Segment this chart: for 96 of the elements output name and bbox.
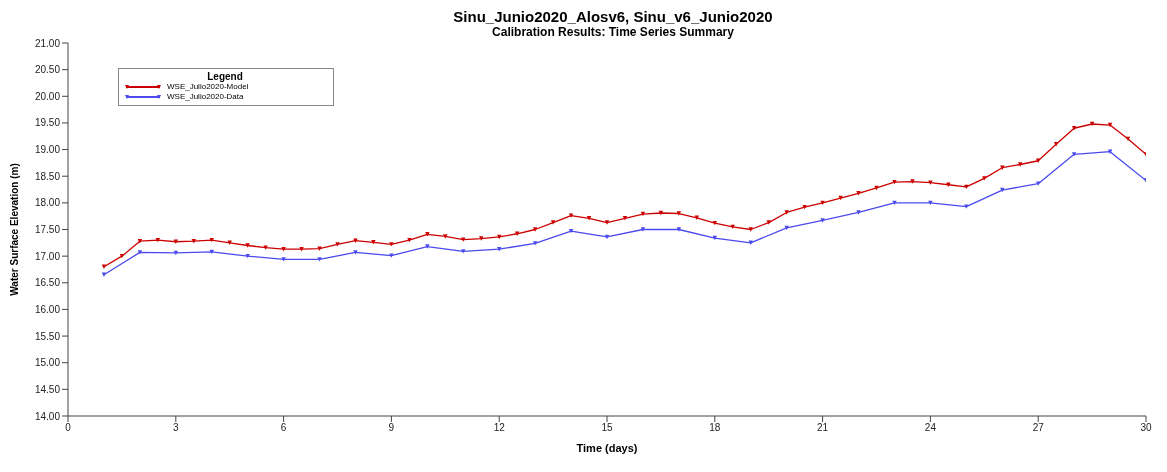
point (137, 239, 143, 244)
x-tick-label: 30 (1140, 422, 1152, 434)
point (353, 238, 358, 243)
y-tick-label: 20.00 (34, 90, 61, 102)
point (461, 237, 466, 242)
point (802, 204, 807, 210)
y-tick-label: 14.50 (34, 383, 61, 395)
point (676, 227, 682, 232)
y-tick-label: 15.00 (34, 357, 61, 369)
point (532, 227, 538, 232)
y-tick-label: 14.00 (34, 410, 61, 422)
point (425, 244, 430, 249)
point (820, 218, 825, 223)
x-tick-label: 24 (924, 422, 937, 434)
point (353, 250, 358, 255)
point (407, 237, 412, 243)
y-axis-title: Water Surface Elevation (m) (8, 163, 20, 296)
x-tick-label: 27 (1032, 422, 1045, 434)
legend-title: Legend (206, 71, 244, 82)
x-tick-label: 9 (388, 422, 395, 434)
point (281, 257, 286, 262)
point (497, 234, 502, 240)
point (371, 240, 376, 245)
point (712, 220, 717, 226)
point (119, 253, 125, 259)
x-tick-label: 0 (65, 422, 72, 434)
point (389, 242, 394, 247)
point (155, 237, 161, 243)
x-tick-label: 18 (709, 422, 721, 434)
point (676, 211, 682, 216)
point (245, 243, 250, 248)
point (1071, 126, 1077, 131)
point (550, 220, 556, 225)
point (1000, 187, 1005, 193)
point (209, 237, 214, 243)
point (299, 247, 304, 252)
y-tick-label: 17.50 (34, 224, 61, 236)
y-tick-label: 16.50 (34, 277, 61, 289)
point (425, 232, 430, 237)
point (1000, 165, 1005, 170)
point (245, 253, 250, 259)
point (173, 250, 178, 256)
point (532, 241, 538, 246)
x-tick-label: 3 (173, 422, 180, 434)
y-tick-label: 18.00 (34, 197, 61, 209)
x-axis-title: Time (days) (576, 442, 638, 454)
point (1143, 152, 1146, 157)
point (604, 220, 610, 225)
point (263, 245, 268, 250)
point (766, 220, 771, 225)
point (640, 227, 646, 232)
y-tick-label: 16.00 (34, 303, 61, 315)
y-tick-label: 17.00 (34, 250, 61, 262)
point (982, 176, 987, 181)
point (317, 246, 322, 251)
point (856, 210, 861, 215)
point (622, 216, 628, 221)
point (479, 236, 484, 241)
point (335, 242, 340, 247)
point (748, 227, 753, 232)
point (443, 234, 448, 239)
y-tick-label: 15.50 (34, 330, 61, 342)
point (1071, 152, 1077, 157)
point (784, 210, 789, 215)
x-tick-label: 15 (601, 422, 613, 434)
chart-title: Sinu_Junio2020_Alosv6, Sinu_v6_Junio2020 (452, 8, 774, 25)
y-tick-label: 19.50 (34, 117, 61, 129)
legend-label: WSE_Julio2020-Model (167, 82, 249, 92)
y-tick-label: 20.50 (34, 64, 61, 76)
point (586, 216, 592, 221)
point (712, 235, 717, 241)
point (928, 180, 933, 185)
point (1036, 181, 1041, 186)
point (389, 253, 394, 258)
point (461, 249, 466, 254)
y-tick-label: 19.00 (34, 144, 61, 156)
y-tick-label: 18.50 (34, 170, 61, 182)
point (497, 247, 502, 252)
point (1018, 162, 1023, 167)
point (1053, 142, 1059, 147)
chart-subtitle: Calibration Results: Time Series Summary (491, 25, 735, 39)
point (281, 247, 286, 252)
point (910, 179, 915, 184)
point (209, 249, 214, 255)
x-tick-label: 6 (280, 422, 287, 434)
point (964, 204, 969, 209)
point (191, 239, 196, 244)
point (137, 250, 143, 255)
y-tick-label: 21.00 (34, 37, 61, 49)
point (317, 257, 322, 262)
point (1143, 178, 1146, 183)
point (856, 191, 861, 196)
point (568, 213, 574, 218)
legend-label: WSE_Julio2020-Data (167, 92, 244, 102)
x-tick-label: 12 (493, 422, 506, 434)
x-tick-label: 21 (817, 422, 829, 434)
